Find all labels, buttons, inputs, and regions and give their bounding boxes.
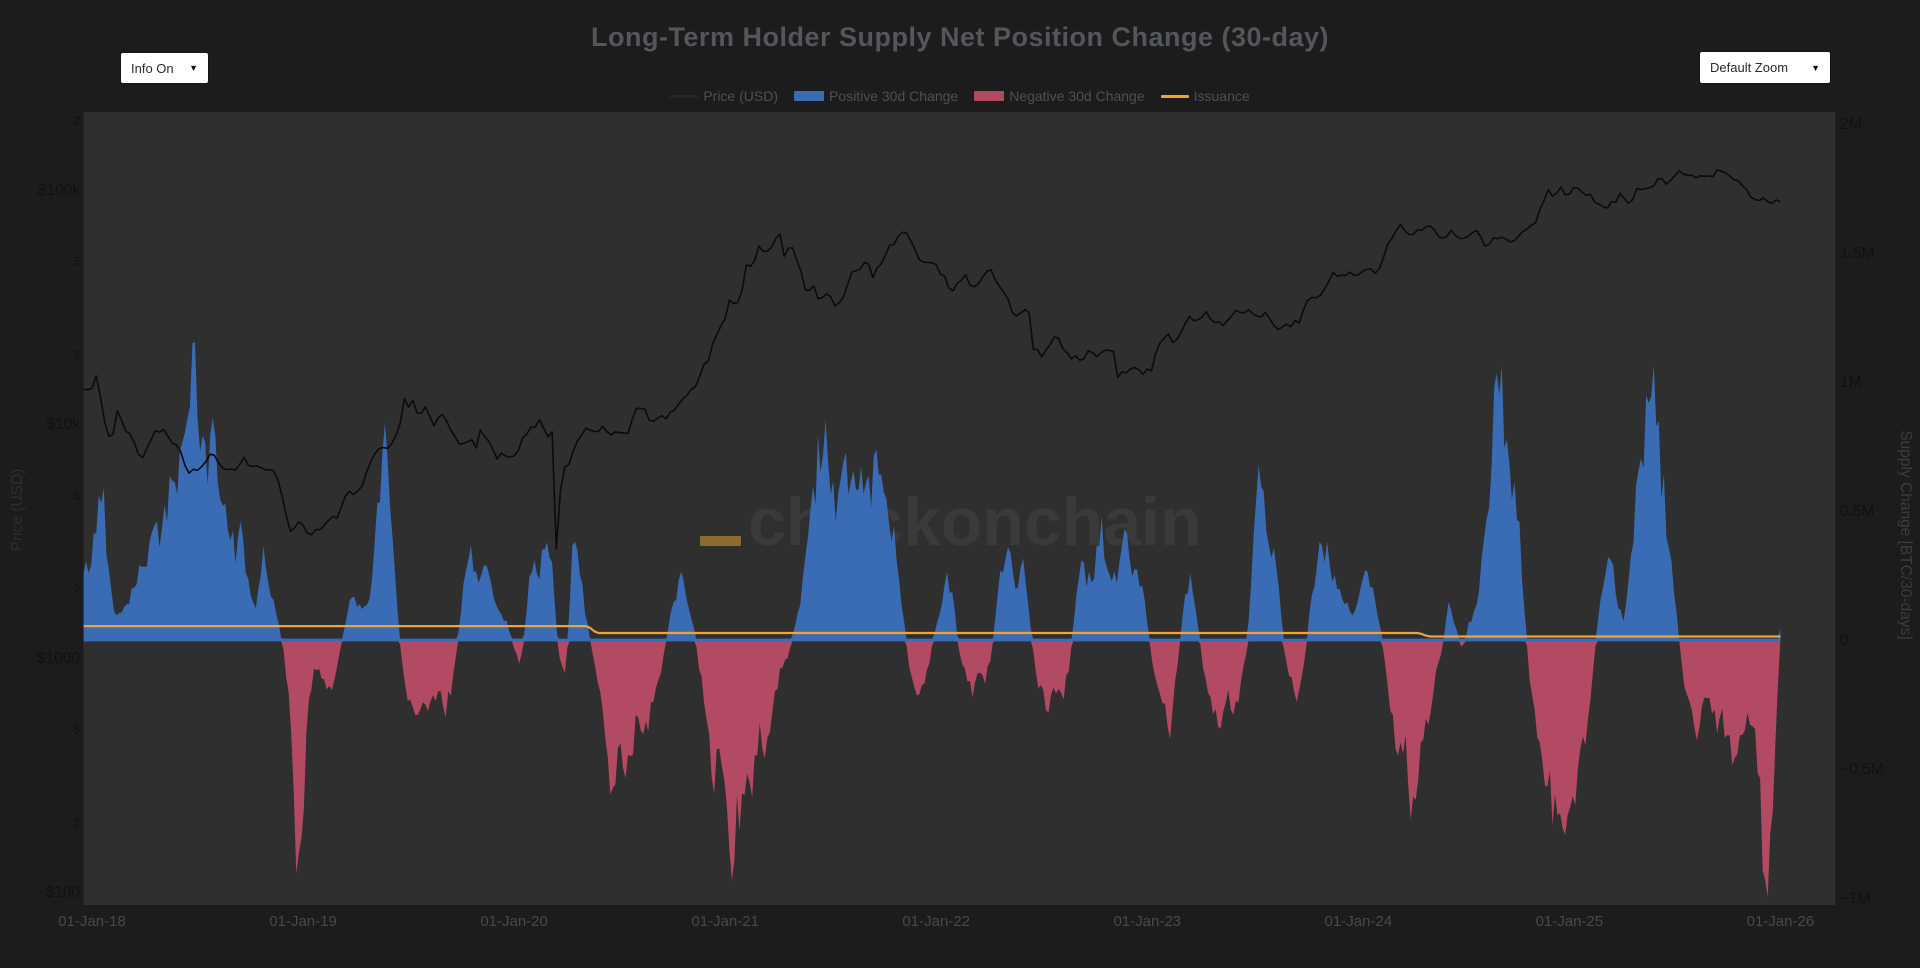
chevron-down-icon: ▼ [1811,62,1820,73]
y-right-axis-title: Supply Change [BTC/30-days] [1897,430,1914,639]
y-left-tick-label: 2 [74,818,80,830]
x-tick-label: 01-Jan-20 [480,913,548,930]
y-left-tick-label: 2 [74,350,80,362]
legend-swatch-icon [670,94,699,98]
x-tick-label: 01-Jan-23 [1113,913,1181,930]
x-tick-label: 01-Jan-25 [1536,913,1604,930]
positive-change-area [83,342,1781,640]
y-right-tick-label: 2M [1840,116,1862,133]
price-line [83,169,1781,550]
x-tick-label: 01-Jan-22 [902,913,970,930]
x-tick-label: 01-Jan-19 [269,913,337,930]
y-right-tick-label: 0.5M [1840,503,1874,520]
legend-item-2[interactable]: Negative 30d Change [974,88,1145,104]
legend-swatch-icon [793,91,824,101]
y-right-tick-label: −0.5M [1840,761,1884,778]
y-left-tick-label: 2 [74,584,80,596]
chevron-down-icon: ▼ [189,63,198,73]
legend-label: Positive 30d Change [828,88,959,104]
y-left-tick-label: 5 [74,490,80,502]
y-left-tick-label: $100k [38,182,80,199]
y-left-tick-label: $1000 [37,650,80,667]
info-dropdown[interactable]: Info On ▼ [121,53,208,83]
issuance-line [83,625,1781,638]
y-left-tick-label: 5 [74,256,80,268]
zoom-dropdown-label: Default Zoom [1710,60,1789,75]
x-tick-label: 01-Jan-21 [691,913,759,930]
legend-label: Negative 30d Change [1009,88,1145,104]
legend-item-3[interactable]: Issuance [1160,88,1250,104]
y-right-tick-label: 1M [1840,374,1862,391]
x-tick-label: 01-Jan-18 [58,913,126,930]
y-left-axis-title: Price (USD) [9,469,26,552]
y-left-tick-label: $100 [46,884,81,901]
y-right-tick-label: −1M [1840,890,1871,907]
legend-label: Issuance [1193,88,1250,104]
info-dropdown-label: Info On [131,60,174,76]
y-right-tick-label: 1.5M [1840,245,1874,262]
y-left-tick-label: 5 [74,724,80,736]
x-tick-label: 01-Jan-26 [1747,913,1815,930]
watermark-dash-icon [700,536,741,546]
zero-baseline [83,638,1781,642]
legend-item-1[interactable]: Positive 30d Change [793,88,959,104]
y-left-tick-label: $10k [46,416,80,433]
plot-area [83,112,1835,905]
legend-label: Price (USD) [703,88,778,104]
y-right-tick-label: 0 [1840,632,1849,649]
zoom-dropdown[interactable]: Default Zoom ▼ [1700,52,1830,83]
y-left-tick-label: 2 [74,116,80,128]
legend-swatch-icon [974,91,1005,101]
page-title: Long-Term Holder Supply Net Position Cha… [590,22,1330,52]
legend: Price (USD) Positive 30d Change Negative 3… [0,88,1920,104]
legend-item-0[interactable]: Price (USD) [670,88,778,104]
x-tick-label: 01-Jan-24 [1325,913,1393,930]
legend-swatch-icon [1160,94,1189,98]
